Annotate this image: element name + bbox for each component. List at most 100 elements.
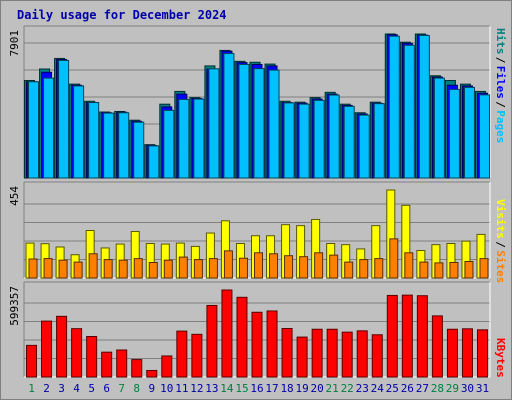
kbytes-bar	[131, 359, 143, 378]
kbytes-bar	[236, 296, 248, 378]
sites-bar	[223, 250, 233, 279]
day-label: 7	[118, 382, 125, 395]
legend-hits: Hits	[494, 28, 507, 55]
kbytes-bar	[206, 304, 218, 378]
kbytes-bar	[311, 328, 323, 378]
kbytes-bar	[356, 330, 368, 378]
pages-bar	[448, 88, 460, 179]
pages-bar	[43, 77, 55, 179]
kbytes-bar	[476, 329, 488, 378]
sites-bar	[284, 255, 294, 279]
kbytes-bar	[146, 369, 158, 378]
pages-bar	[328, 94, 340, 179]
sites-bar	[178, 256, 188, 279]
day-label: 21	[326, 382, 339, 395]
pages-bar	[58, 59, 70, 179]
y-tick-label: 599357	[8, 286, 21, 326]
day-label: 27	[416, 382, 429, 395]
sites-bar	[73, 261, 83, 279]
day-label: 20	[311, 382, 324, 395]
kbytes-bar	[86, 336, 98, 378]
pages-bar	[373, 103, 385, 179]
kbytes-bar	[461, 328, 473, 378]
kbytes-bar	[266, 310, 278, 378]
sites-bar	[118, 259, 128, 279]
sites-bar	[133, 258, 143, 279]
sites-bar	[238, 257, 248, 279]
day-label: 14	[220, 382, 234, 395]
kbytes-bar	[56, 315, 68, 378]
pages-bar	[88, 102, 100, 179]
day-label: 5	[88, 382, 95, 395]
sites-bar	[359, 259, 369, 279]
kbytes-bar	[281, 328, 293, 378]
day-label: 26	[401, 382, 414, 395]
pages-bar	[103, 112, 115, 179]
sites-bar	[88, 253, 98, 279]
day-label: 15	[235, 382, 248, 395]
pages-bar	[253, 68, 265, 179]
day-label: 19	[295, 382, 308, 395]
sites-bar	[464, 261, 474, 279]
day-label: 28	[431, 382, 444, 395]
sites-bar	[404, 252, 414, 279]
day-label: 22	[341, 382, 354, 395]
sites-bar	[299, 256, 309, 279]
sites-bar	[163, 259, 173, 279]
pages-bar	[283, 102, 295, 179]
kbytes-bar	[386, 294, 398, 378]
pages-bar	[358, 114, 370, 179]
kbytes-bar	[161, 355, 173, 378]
day-label: 31	[476, 382, 489, 395]
sites-bar	[329, 254, 339, 279]
sites-bar	[208, 258, 218, 279]
legend-sites: Sites	[494, 250, 507, 283]
pages-bar	[148, 145, 160, 179]
sites-bar	[254, 252, 263, 279]
pages-bar	[163, 109, 175, 179]
sites-bar	[374, 258, 384, 279]
day-label: 3	[58, 382, 65, 395]
y-tick-label: 7901	[8, 30, 21, 57]
kbytes-bar	[416, 295, 428, 378]
kbytes-bar	[101, 351, 113, 378]
kbytes-bar	[401, 294, 413, 378]
day-label: 16	[250, 382, 263, 395]
day-label: 23	[356, 382, 369, 395]
sites-bar	[344, 261, 354, 279]
day-label: 25	[386, 382, 399, 395]
pages-bar	[403, 44, 415, 179]
pages-bar	[298, 103, 310, 179]
pages-bar	[223, 53, 235, 179]
sites-bar	[269, 253, 279, 279]
kbytes-bar	[41, 320, 53, 378]
pages-bar	[268, 69, 280, 179]
kbytes-bar	[176, 330, 188, 378]
sites-bar	[479, 258, 489, 279]
sites-bar	[148, 261, 158, 279]
sites-bar	[103, 259, 113, 279]
kbytes-bar	[446, 328, 458, 378]
day-label: 18	[280, 382, 293, 395]
sites-bar	[43, 258, 53, 279]
day-label: 29	[446, 382, 459, 395]
kbytes-bar	[431, 315, 443, 378]
pages-bar	[73, 85, 85, 179]
kbytes-bar	[341, 331, 353, 378]
day-label: 17	[265, 382, 278, 395]
kbytes-bar	[326, 328, 338, 378]
kbytes-bar	[296, 336, 308, 378]
kbytes-bar	[221, 289, 233, 378]
sites-bar	[419, 261, 429, 279]
pages-bar	[118, 112, 130, 179]
sites-bar	[449, 261, 459, 279]
sites-bar	[389, 238, 399, 279]
pages-bar	[418, 34, 430, 179]
legend-files: Files	[494, 66, 507, 99]
y-tick-label: 454	[8, 186, 21, 206]
pages-bar	[193, 98, 205, 179]
pages-bar	[343, 105, 355, 179]
kbytes-bar	[251, 311, 263, 378]
sites-bar	[434, 262, 444, 279]
day-label: 6	[103, 382, 110, 395]
